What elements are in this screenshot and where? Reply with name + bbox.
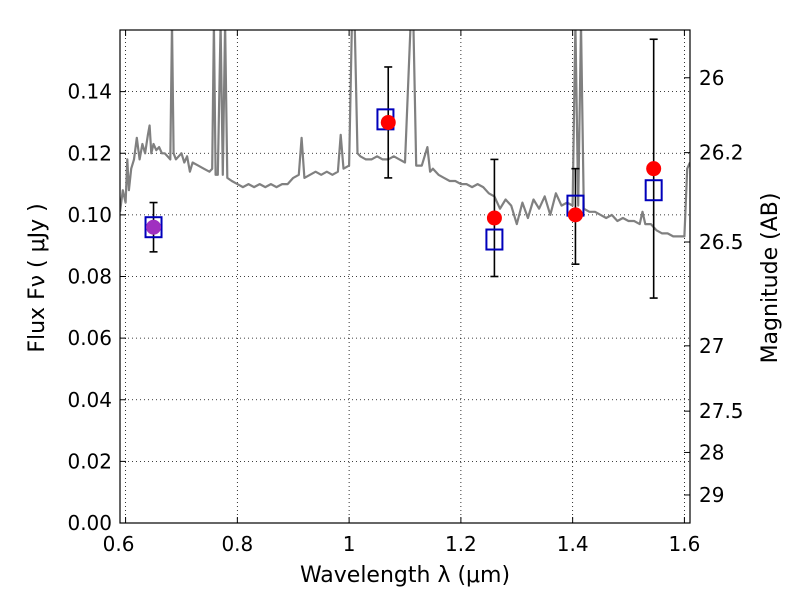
- y-tick-label: 0.04: [67, 388, 112, 412]
- y-tick-label: 0.00: [67, 511, 112, 535]
- y2-tick-label: 28: [699, 440, 724, 464]
- model-spectrum-layer: [120, 30, 690, 238]
- model-spectrum-line: [120, 30, 690, 238]
- x-tick-label: 1.2: [445, 532, 477, 556]
- x-tick-label: 0.6: [103, 532, 135, 556]
- y2-tick-label: 29: [699, 483, 724, 507]
- observed-point: [146, 219, 162, 235]
- y-tick-label: 0.12: [67, 141, 112, 165]
- model-photometry-square: [644, 179, 663, 202]
- y2-tick-label: 26.5: [699, 230, 744, 254]
- axis-ticks: [120, 30, 690, 524]
- y2-axis-title: Magnitude (AB): [758, 193, 783, 364]
- y-tick-label: 0.08: [67, 265, 112, 289]
- observed-point: [567, 207, 583, 223]
- y2-tick-label: 27: [699, 334, 724, 358]
- x-tick-label: 1.4: [557, 532, 589, 556]
- y-tick-label: 0.14: [67, 80, 112, 104]
- y-tick-label: 0.06: [67, 326, 112, 350]
- x-tick-label: 0.8: [221, 532, 253, 556]
- x-axis-title: Wavelength λ (μm): [300, 563, 510, 588]
- y-tick-label: 0.02: [67, 449, 112, 473]
- model-photometry-square: [485, 228, 504, 251]
- observed-point: [486, 210, 502, 226]
- data-points-layer: [144, 108, 663, 251]
- y2-tick-label: 27.5: [699, 399, 744, 423]
- observed-point: [380, 114, 396, 130]
- x-tick-label: 1.6: [669, 532, 701, 556]
- y-axis-title: Flux Fν ( μJy ): [25, 203, 50, 352]
- x-tick-label: 1: [343, 532, 356, 556]
- y2-tick-label: 26: [699, 66, 724, 90]
- y2-tick-label: 26.2: [699, 141, 744, 165]
- observed-point: [646, 161, 662, 177]
- y-tick-label: 0.10: [67, 203, 112, 227]
- model-photometry-square: [144, 216, 163, 239]
- tick-labels: 0.8 1 1.2 1.4 1.6 0.60.00 0.02 0.04 0.06 0.08 0.10…: [67, 66, 743, 556]
